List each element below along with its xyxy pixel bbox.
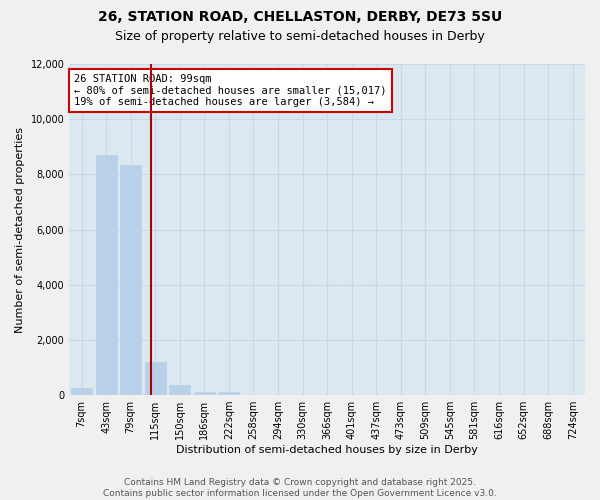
Text: 26 STATION ROAD: 99sqm
← 80% of semi-detached houses are smaller (15,017)
19% of: 26 STATION ROAD: 99sqm ← 80% of semi-det… [74, 74, 387, 107]
Bar [145, 362, 166, 395]
Bar [194, 392, 215, 395]
Bar [95, 155, 116, 395]
X-axis label: Distribution of semi-detached houses by size in Derby: Distribution of semi-detached houses by … [176, 445, 478, 455]
Text: 26, STATION ROAD, CHELLASTON, DERBY, DE73 5SU: 26, STATION ROAD, CHELLASTON, DERBY, DE7… [98, 10, 502, 24]
Bar [169, 386, 190, 395]
Bar [71, 388, 92, 395]
Text: Size of property relative to semi-detached houses in Derby: Size of property relative to semi-detach… [115, 30, 485, 43]
Bar [120, 164, 141, 395]
Bar [218, 392, 239, 395]
Text: Contains HM Land Registry data © Crown copyright and database right 2025.
Contai: Contains HM Land Registry data © Crown c… [103, 478, 497, 498]
Y-axis label: Number of semi-detached properties: Number of semi-detached properties [15, 126, 25, 332]
